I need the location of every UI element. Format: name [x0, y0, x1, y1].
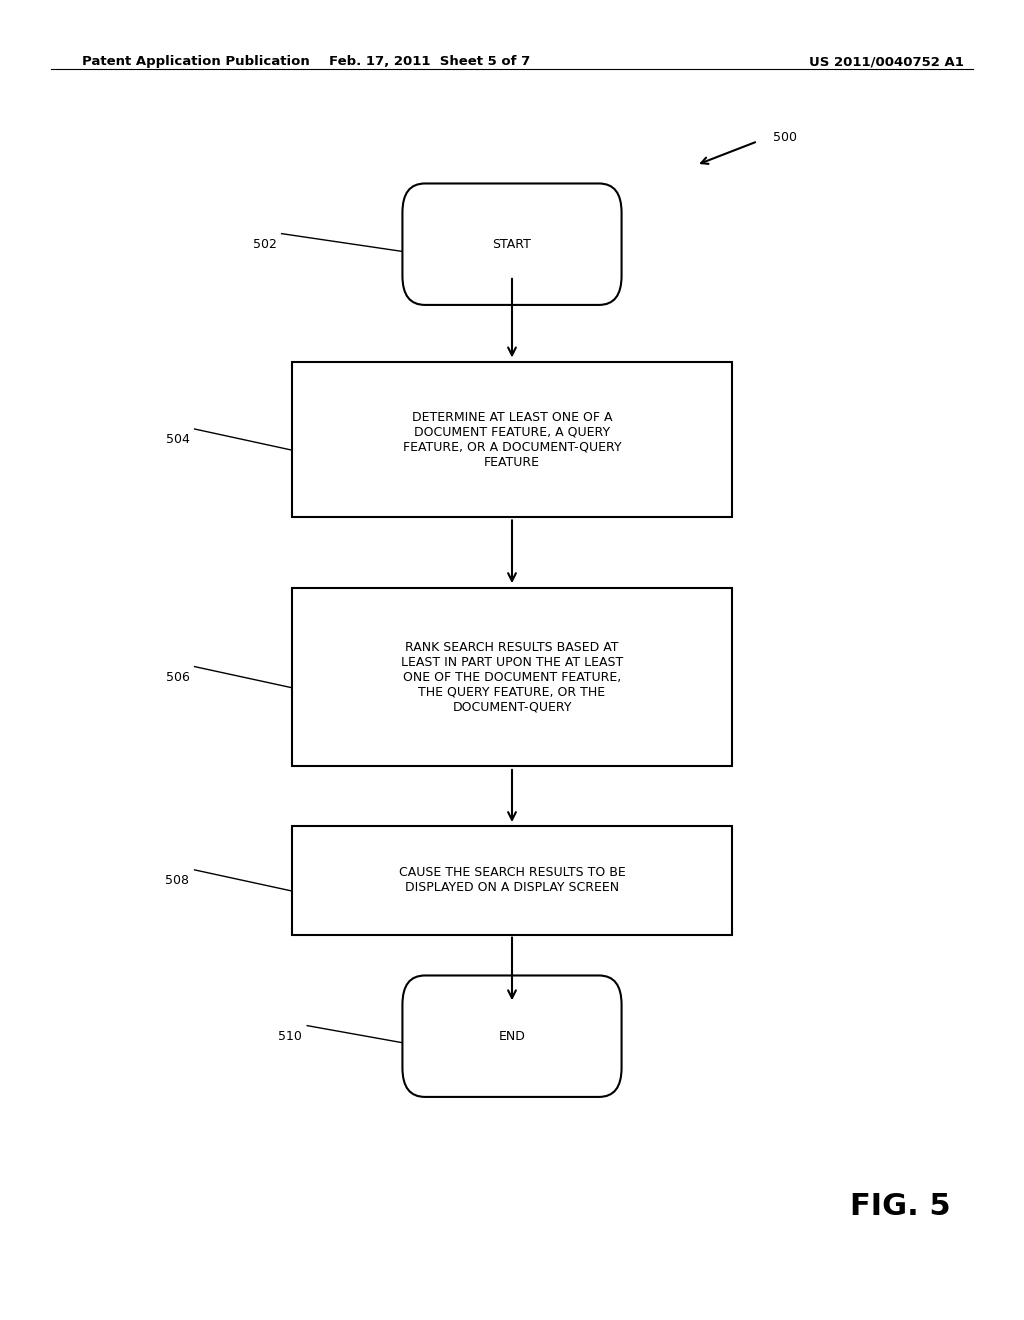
Text: 500: 500	[773, 131, 797, 144]
Text: 504: 504	[166, 433, 189, 446]
Bar	[292, 826, 732, 935]
Text: 510: 510	[279, 1030, 302, 1043]
Text: START: START	[493, 238, 531, 251]
FancyBboxPatch shape	[402, 183, 622, 305]
Text: Feb. 17, 2011  Sheet 5 of 7: Feb. 17, 2011 Sheet 5 of 7	[330, 55, 530, 69]
Text: US 2011/0040752 A1: US 2011/0040752 A1	[809, 55, 964, 69]
Text: 506: 506	[166, 671, 189, 684]
Text: FIG. 5: FIG. 5	[850, 1192, 950, 1221]
Text: RANK SEARCH RESULTS BASED AT
LEAST IN PART UPON THE AT LEAST
ONE OF THE DOCUMENT: RANK SEARCH RESULTS BASED AT LEAST IN PA…	[400, 640, 624, 714]
Text: 502: 502	[253, 238, 276, 251]
Text: DETERMINE AT LEAST ONE OF A
DOCUMENT FEATURE, A QUERY
FEATURE, OR A DOCUMENT-QUE: DETERMINE AT LEAST ONE OF A DOCUMENT FEA…	[402, 411, 622, 469]
Bar	[292, 362, 732, 517]
FancyBboxPatch shape	[402, 975, 622, 1097]
Text: 508: 508	[166, 874, 189, 887]
Text: END: END	[499, 1030, 525, 1043]
Bar	[292, 589, 732, 766]
Text: Patent Application Publication: Patent Application Publication	[82, 55, 309, 69]
Text: CAUSE THE SEARCH RESULTS TO BE
DISPLAYED ON A DISPLAY SCREEN: CAUSE THE SEARCH RESULTS TO BE DISPLAYED…	[398, 866, 626, 895]
